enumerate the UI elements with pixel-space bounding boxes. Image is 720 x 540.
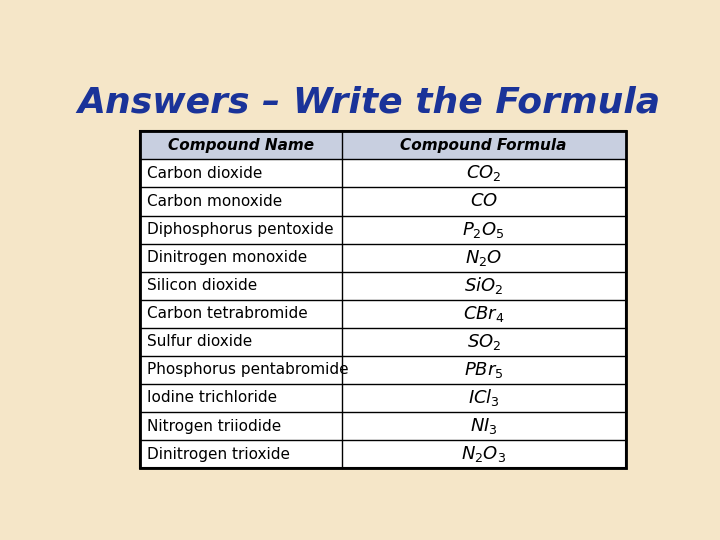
Text: Dinitrogen monoxide: Dinitrogen monoxide bbox=[147, 250, 307, 265]
Text: Compound Formula: Compound Formula bbox=[400, 138, 567, 153]
Text: Carbon dioxide: Carbon dioxide bbox=[147, 166, 262, 181]
Text: Diphosphorus pentoxide: Diphosphorus pentoxide bbox=[147, 222, 333, 237]
Text: $\mathit{CBr}_4$: $\mathit{CBr}_4$ bbox=[463, 304, 505, 324]
Text: Dinitrogen trioxide: Dinitrogen trioxide bbox=[147, 447, 290, 462]
Text: Carbon tetrabromide: Carbon tetrabromide bbox=[147, 306, 307, 321]
Text: $\mathit{CO}_2$: $\mathit{CO}_2$ bbox=[466, 164, 501, 184]
Text: $\mathit{SiO}_2$: $\mathit{SiO}_2$ bbox=[464, 275, 503, 296]
Text: $N_2O_3$: $N_2O_3$ bbox=[461, 444, 506, 464]
Text: Answers – Write the Formula: Answers – Write the Formula bbox=[78, 85, 660, 119]
Bar bbox=[140, 131, 626, 468]
Text: Compound Name: Compound Name bbox=[168, 138, 314, 153]
Text: Iodine trichloride: Iodine trichloride bbox=[147, 390, 277, 406]
Bar bbox=[140, 131, 626, 159]
Text: Carbon monoxide: Carbon monoxide bbox=[147, 194, 282, 209]
Text: $P_2O_5$: $P_2O_5$ bbox=[462, 220, 505, 240]
Text: $\mathit{NI}_3$: $\mathit{NI}_3$ bbox=[470, 416, 498, 436]
Text: $\mathit{ICl}_3$: $\mathit{ICl}_3$ bbox=[468, 388, 500, 408]
Bar bbox=[140, 131, 626, 468]
Text: $\mathit{CO}$: $\mathit{CO}$ bbox=[469, 192, 498, 211]
Text: Sulfur dioxide: Sulfur dioxide bbox=[147, 334, 252, 349]
Text: Nitrogen triiodide: Nitrogen triiodide bbox=[147, 418, 282, 434]
Text: Phosphorus pentabromide: Phosphorus pentabromide bbox=[147, 362, 348, 377]
Text: $\mathit{SO}_2$: $\mathit{SO}_2$ bbox=[467, 332, 501, 352]
Text: $\mathit{PBr}_5$: $\mathit{PBr}_5$ bbox=[464, 360, 503, 380]
Text: Silicon dioxide: Silicon dioxide bbox=[147, 278, 257, 293]
Text: $N_2O$: $N_2O$ bbox=[465, 248, 503, 268]
